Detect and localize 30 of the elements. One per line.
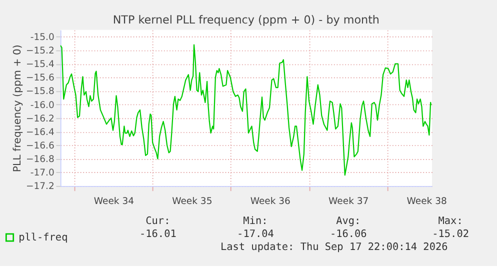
y-tick-label: −15.8 <box>26 86 54 98</box>
x-tick-label: Week 35 <box>172 196 212 208</box>
y-tick-label: −16.4 <box>26 126 54 138</box>
y-tick-label: −15.6 <box>26 72 54 84</box>
y-tick-label: -17.0 <box>30 168 54 179</box>
y-tick-label: −16.2 <box>26 113 54 124</box>
x-tick-label: Week 38 <box>406 196 448 208</box>
text: Max: <box>438 216 463 228</box>
text: -16.06 <box>330 229 367 240</box>
x-tick-label: Week 37 <box>328 196 369 208</box>
y-tick-label: −16.6 <box>26 140 54 152</box>
y-tick-label: −17.2 <box>26 181 54 192</box>
y-tick-label: −15.4 <box>26 59 54 70</box>
chart-title: NTP kernel PLL frequency (ppm + 0) - by month <box>112 13 380 26</box>
text: Last update: Thu Sep 17 22:00:14 2026 <box>220 242 448 254</box>
x-tick-label: Week 36 <box>250 196 291 208</box>
y-tick-label: -15.0 <box>30 32 54 43</box>
y-tick-label: −15.2 <box>26 45 54 56</box>
text: -17.04 <box>237 229 274 240</box>
text: Min: <box>243 216 268 228</box>
y-axis-title: PLL frequency (ppm + 0) <box>12 44 24 172</box>
text: -15.02 <box>432 229 469 240</box>
x-tick-label: Week 34 <box>94 196 134 208</box>
y-tick-label: -16.0 <box>30 100 54 111</box>
text: Avg: <box>336 216 361 228</box>
text: -16.01 <box>139 229 176 240</box>
legend-label: pll-freq <box>18 232 68 244</box>
line-series <box>60 44 432 176</box>
y-tick-label: −16.8 <box>26 154 54 166</box>
text: Cur: <box>146 216 170 228</box>
